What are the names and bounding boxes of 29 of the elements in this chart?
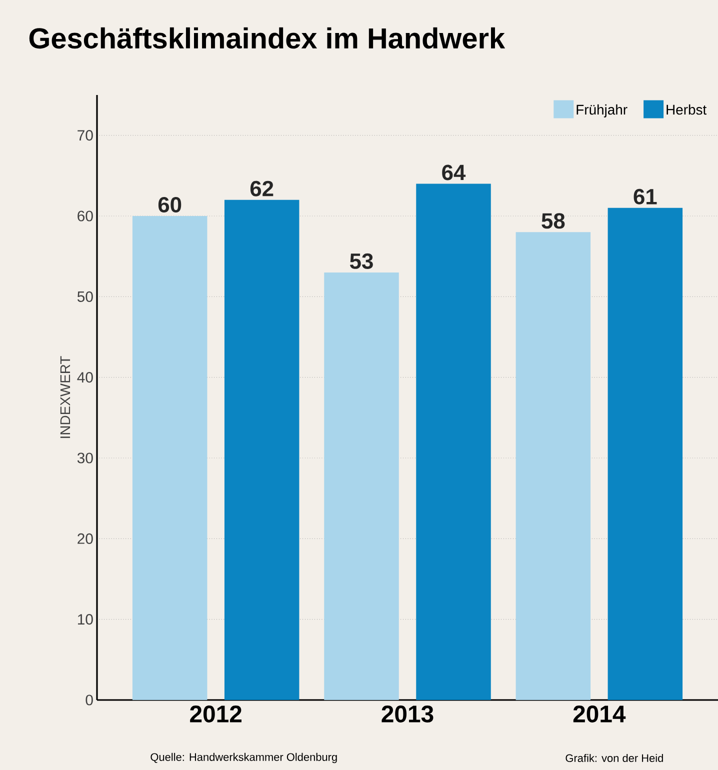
bar xyxy=(608,208,683,700)
x-tick-label: 2013 xyxy=(382,706,434,722)
y-tick-label: 50 xyxy=(77,291,93,302)
y-axis-title: INDEXWERT xyxy=(60,356,70,438)
data-label: 61 xyxy=(634,188,657,204)
x-tick-label: 2012 xyxy=(190,706,242,722)
bar xyxy=(516,232,591,700)
y-tick-label: 30 xyxy=(77,452,93,464)
y-tick-label: 20 xyxy=(78,533,93,544)
text: Grafik: von der Heid xyxy=(566,754,663,762)
source-note: Quelle: Handwerkskammer Oldenburg xyxy=(150,752,337,764)
y-tick-label: 10 xyxy=(78,614,93,625)
x-tick-label: 2014 xyxy=(573,706,626,722)
bar xyxy=(224,200,300,700)
data-label: 62 xyxy=(250,180,274,196)
legend-label: Herbst xyxy=(666,104,707,115)
bar xyxy=(132,216,208,700)
data-label: 64 xyxy=(442,164,466,180)
chart-title: Geschäftsklimaindex im Handwerk xyxy=(29,27,506,49)
y-tick-label: 40 xyxy=(77,372,93,383)
data-label: 60 xyxy=(158,196,182,212)
bar xyxy=(416,184,491,700)
data-label: 58 xyxy=(542,213,565,229)
bar xyxy=(324,272,399,700)
y-tick-label: 0 xyxy=(86,694,93,706)
data-label: 53 xyxy=(350,253,373,269)
y-tick-label: 70 xyxy=(78,130,93,141)
legend-label: Frühjahr xyxy=(576,104,628,118)
y-tick-label: 60 xyxy=(78,210,93,222)
